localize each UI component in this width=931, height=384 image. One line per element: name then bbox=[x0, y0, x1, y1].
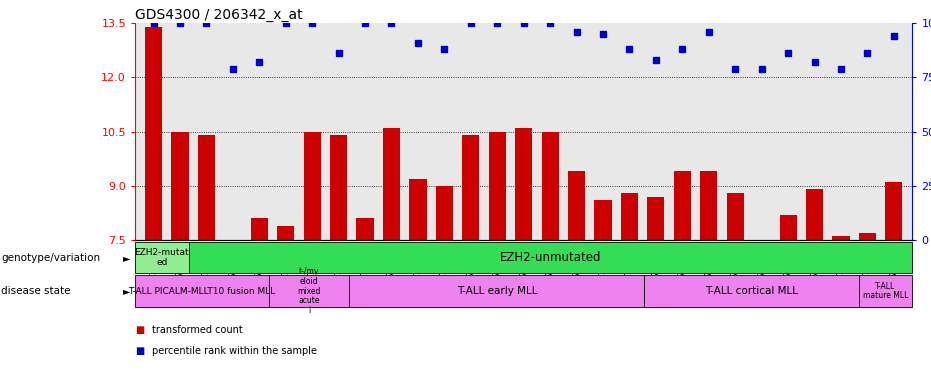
Bar bbox=[594, 200, 612, 240]
Bar bbox=[542, 131, 559, 240]
Bar bbox=[568, 171, 586, 240]
Bar bbox=[304, 131, 321, 240]
Text: T-ALL early MLL: T-ALL early MLL bbox=[456, 286, 537, 296]
Text: disease state: disease state bbox=[1, 286, 71, 296]
Bar bbox=[885, 182, 902, 240]
Bar bbox=[832, 237, 850, 240]
Text: percentile rank within the sample: percentile rank within the sample bbox=[152, 346, 317, 356]
Text: EZH2-unmutated: EZH2-unmutated bbox=[500, 251, 601, 264]
Text: t-/my
eloid
mixed
acute
l: t-/my eloid mixed acute l bbox=[298, 267, 321, 315]
Text: T-ALL
mature MLL: T-ALL mature MLL bbox=[863, 282, 909, 300]
Bar bbox=[779, 215, 797, 240]
Bar bbox=[806, 189, 823, 240]
Bar bbox=[171, 131, 189, 240]
Text: ■: ■ bbox=[135, 346, 144, 356]
Bar bbox=[410, 179, 426, 240]
Bar bbox=[436, 186, 453, 240]
Text: ►: ► bbox=[123, 286, 130, 296]
Bar bbox=[250, 218, 268, 240]
Text: ■: ■ bbox=[135, 325, 144, 335]
Bar bbox=[383, 128, 400, 240]
Bar bbox=[647, 197, 665, 240]
Text: ►: ► bbox=[123, 253, 130, 263]
Bar bbox=[277, 225, 294, 240]
Bar bbox=[700, 171, 718, 240]
Bar bbox=[330, 135, 347, 240]
Bar bbox=[462, 135, 479, 240]
Bar bbox=[489, 131, 506, 240]
Text: GDS4300 / 206342_x_at: GDS4300 / 206342_x_at bbox=[135, 8, 303, 22]
Bar bbox=[726, 193, 744, 240]
Text: genotype/variation: genotype/variation bbox=[1, 253, 100, 263]
Bar bbox=[515, 128, 533, 240]
Bar bbox=[858, 233, 876, 240]
Text: T-ALL PICALM-MLLT10 fusion MLL: T-ALL PICALM-MLLT10 fusion MLL bbox=[128, 286, 276, 296]
Text: T-ALL cortical MLL: T-ALL cortical MLL bbox=[705, 286, 798, 296]
Text: EZH2-mutat
ed: EZH2-mutat ed bbox=[134, 248, 189, 267]
Text: transformed count: transformed count bbox=[152, 325, 242, 335]
Bar bbox=[674, 171, 691, 240]
Bar bbox=[197, 135, 215, 240]
Bar bbox=[145, 26, 162, 240]
Bar bbox=[621, 193, 638, 240]
Bar bbox=[357, 218, 373, 240]
